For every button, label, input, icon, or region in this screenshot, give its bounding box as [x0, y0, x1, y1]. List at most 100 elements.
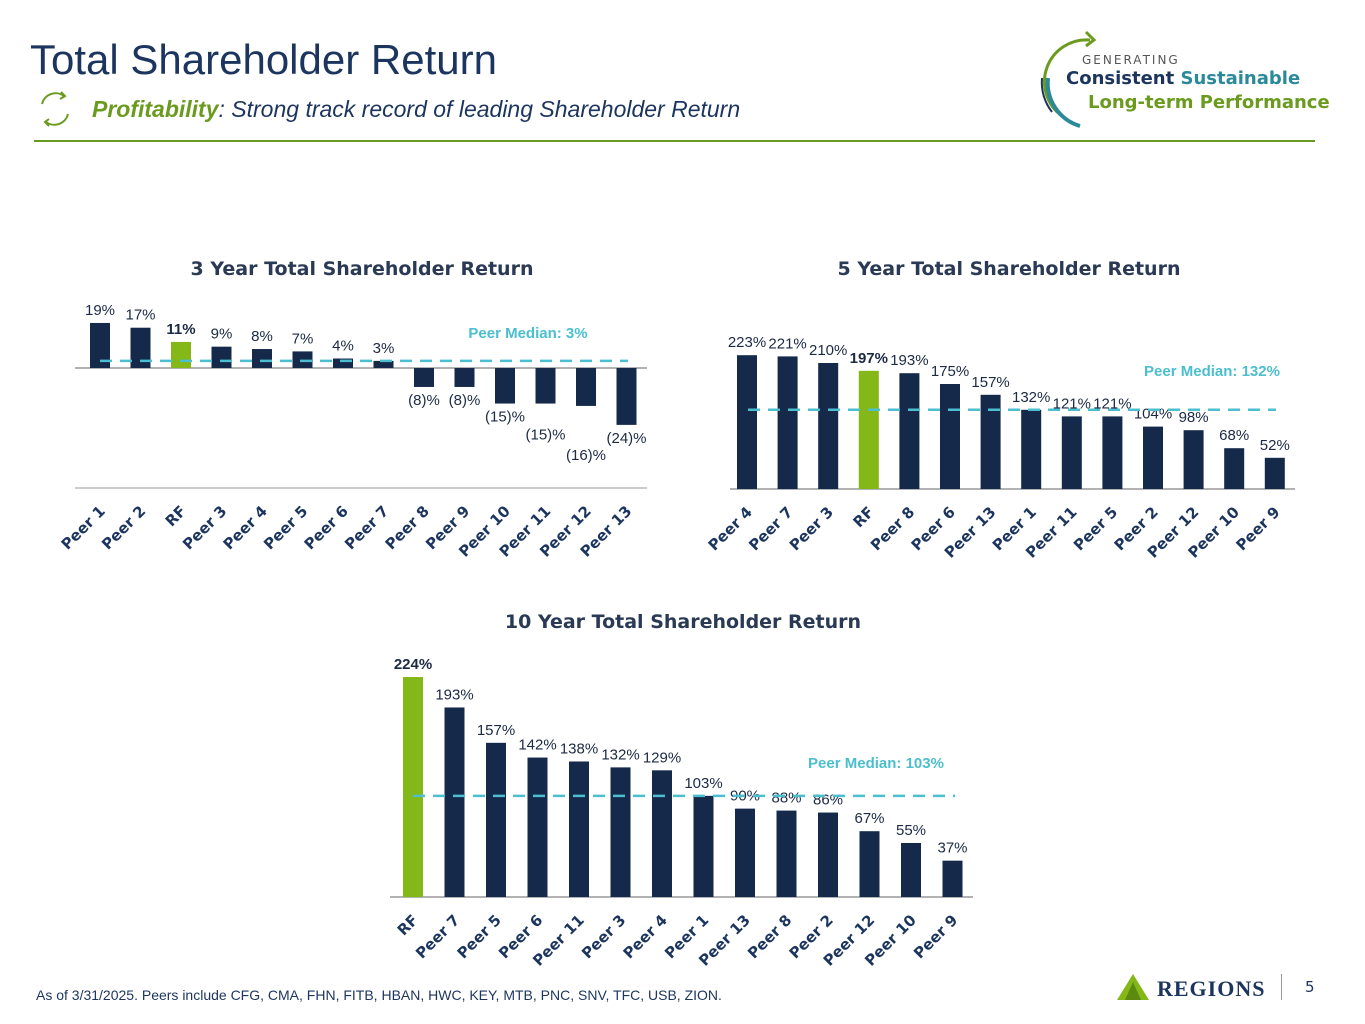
data-label: (15)%	[485, 409, 525, 426]
bar-peer-1	[90, 322, 110, 368]
data-label: 3%	[373, 340, 395, 357]
bar-peer-3	[211, 346, 232, 368]
data-label: 9%	[211, 326, 233, 343]
category-label: Peer 3	[578, 911, 629, 962]
data-label: 224%	[394, 656, 432, 673]
peer-median-label: Peer Median: 132%	[1144, 363, 1280, 380]
category-label: Peer 2	[98, 502, 149, 553]
peer-median-label: Peer Median: 3%	[468, 325, 587, 342]
data-label: 98%	[1179, 409, 1209, 426]
logo-consistent: Consistent	[1066, 68, 1175, 89]
data-label: 88%	[771, 790, 801, 807]
bar-peer-12	[1183, 430, 1204, 489]
data-label: 7%	[292, 330, 314, 347]
bar-peer-2	[130, 327, 151, 368]
data-label: 221%	[768, 335, 806, 352]
logo-generating: GENERATING	[1082, 53, 1180, 67]
category-label: Peer 4	[620, 911, 671, 962]
bar-peer-10	[495, 368, 515, 404]
data-label: (16)%	[566, 447, 606, 464]
bar-peer-1	[693, 795, 714, 897]
data-label: 193%	[890, 352, 928, 369]
footer-separator	[1281, 974, 1282, 1000]
category-label: Peer 7	[412, 911, 463, 962]
regions-logo: Regions 5	[1115, 970, 1355, 1006]
category-label: RF	[394, 911, 422, 939]
data-label: 8%	[251, 328, 273, 345]
category-label: Peer 9	[910, 911, 961, 962]
data-label: 52%	[1260, 437, 1290, 454]
bar-peer-11	[535, 368, 556, 404]
category-label: Peer 6	[301, 502, 352, 553]
bar-peer-8	[776, 810, 797, 897]
bar-peer-4	[737, 355, 757, 489]
bar-peer-9	[942, 860, 963, 897]
header-divider	[34, 140, 1315, 142]
category-label: Peer 8	[744, 911, 795, 962]
page-title: Total Shareholder Return	[30, 36, 497, 83]
category-label: Peer 5	[1070, 503, 1121, 554]
data-label: 193%	[435, 686, 473, 703]
category-label: Peer 1	[58, 502, 109, 553]
subtitle-highlight: Profitability	[92, 96, 219, 122]
data-label: 157%	[477, 722, 515, 739]
data-label: 210%	[809, 342, 847, 359]
chart-title: 5 Year Total Shareholder Return	[838, 258, 1181, 280]
cycle-icon	[41, 91, 69, 127]
bar-peer-11	[1061, 416, 1082, 489]
bar-peer-2	[1143, 426, 1163, 489]
category-label: RF	[849, 503, 877, 531]
footnote: As of 3/31/2025. Peers include CFG, CMA,…	[36, 987, 722, 1003]
data-label: 11%	[166, 321, 195, 338]
data-label: 104%	[1134, 406, 1172, 423]
bar-peer-7	[373, 360, 394, 368]
bar-peer-8	[899, 373, 920, 489]
bar-rf	[171, 341, 191, 368]
category-label: Peer 5	[260, 502, 311, 553]
chart-title: 3 Year Total Shareholder Return	[191, 258, 534, 280]
data-label: 55%	[896, 822, 926, 839]
bar-peer-3	[818, 363, 839, 489]
data-label: 223%	[728, 334, 766, 351]
bar-peer-9	[454, 368, 475, 387]
data-label: (24)%	[606, 430, 646, 447]
bar-peer-2	[818, 812, 838, 897]
data-label: (8)%	[449, 392, 481, 409]
page-number: 5	[1305, 978, 1315, 996]
data-label: 197%	[850, 350, 888, 367]
bar-peer-9	[1264, 457, 1285, 489]
data-label: 157%	[971, 374, 1009, 391]
regions-triangle-icon	[1117, 974, 1149, 1000]
bar-peer-13	[616, 368, 637, 425]
bar-peer-7	[444, 707, 465, 897]
bar-peer-4	[652, 770, 672, 897]
bar-peer-7	[777, 356, 798, 489]
data-label: 68%	[1219, 427, 1249, 444]
bar-peer-6	[527, 757, 548, 897]
bar-peer-1	[1021, 409, 1042, 489]
category-label: Peer 7	[341, 502, 392, 553]
data-label: 142%	[518, 737, 556, 754]
category-label: Peer 3	[786, 503, 837, 554]
logo-line1: Consistent Sustainable	[1066, 68, 1300, 89]
data-label: 103%	[684, 775, 722, 792]
bar-peer-10	[1224, 448, 1245, 489]
bar-peer-13	[735, 808, 755, 897]
bar-peer-6	[940, 384, 960, 489]
peer-median-label: Peer Median: 103%	[808, 755, 944, 772]
data-label: 132%	[601, 746, 639, 763]
logo-line2: Long-term Performance	[1088, 92, 1330, 113]
data-label: 17%	[125, 307, 155, 324]
chart-title: 10 Year Total Shareholder Return	[505, 611, 861, 633]
category-label: Peer 8	[382, 502, 433, 553]
category-label: Peer 4	[705, 503, 756, 554]
data-label: 132%	[1012, 389, 1050, 406]
bar-peer-8	[414, 368, 434, 387]
data-label: 138%	[560, 740, 598, 757]
data-label: (15)%	[525, 427, 565, 444]
data-label: 175%	[931, 363, 969, 380]
bar-peer-11	[569, 761, 589, 897]
page-subtitle: Profitability: Strong track record of le…	[92, 96, 740, 123]
logo-arc-icon	[1040, 30, 1097, 128]
